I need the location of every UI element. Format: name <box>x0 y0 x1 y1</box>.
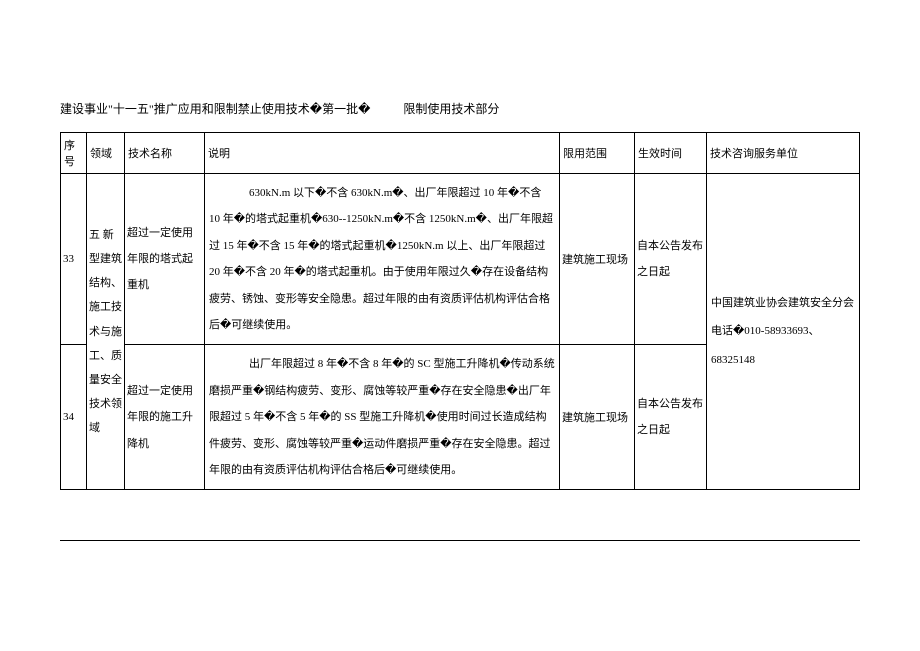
table-header-row: 序号 领域 技术名称 说明 限用范围 生效时间 技术咨询服务单位 <box>61 133 860 174</box>
cell-time-34: 自本公告发布之日起 <box>635 345 707 490</box>
cell-desc-34: 出厂年限超过 8 年�不含 8 年�的 SC 型施工升降机�传动系统磨损严重�钢… <box>205 345 560 490</box>
restricted-technology-table: 序号 领域 技术名称 说明 限用范围 生效时间 技术咨询服务单位 33 五 新型… <box>60 132 860 490</box>
cell-desc-33: 630kN.m 以下�不含 630kN.m�、出厂年限超过 10 年�不含 10… <box>205 174 560 345</box>
header-scope: 限用范围 <box>560 133 635 174</box>
cell-service-merged: 中国建筑业协会建筑安全分会电话�010-58933693、68325148 <box>707 174 860 490</box>
cell-domain-merged: 五 新型建筑结构、施工技术与施工、质量安全技术领域 <box>87 174 125 490</box>
table-row: 33 五 新型建筑结构、施工技术与施工、质量安全技术领域 超过一定使用年限的塔式… <box>61 174 860 345</box>
cell-time-33: 自本公告发布之日起 <box>635 174 707 345</box>
title-main: 建设事业"十一五"推广应用和限制禁止使用技术�第一批� <box>60 100 370 117</box>
cell-scope-33: 建筑施工现场 <box>560 174 635 345</box>
header-seq: 序号 <box>61 133 87 174</box>
header-tech: 技术名称 <box>125 133 205 174</box>
document-title-row: 建设事业"十一五"推广应用和限制禁止使用技术�第一批� 限制使用技术部分 <box>60 100 860 117</box>
header-time: 生效时间 <box>635 133 707 174</box>
cell-tech-33: 超过一定使用年限的塔式起重机 <box>125 174 205 345</box>
cell-tech-34: 超过一定使用年限的施工升降机 <box>125 345 205 490</box>
header-domain: 领域 <box>87 133 125 174</box>
cell-seq-33: 33 <box>61 174 87 345</box>
header-service: 技术咨询服务单位 <box>707 133 860 174</box>
desc-text-34: 出厂年限超过 8 年�不含 8 年�的 SC 型施工升降机�传动系统磨损严重�钢… <box>209 358 555 476</box>
cell-seq-34: 34 <box>61 345 87 490</box>
title-sub: 限制使用技术部分 <box>403 100 499 117</box>
header-desc: 说明 <box>205 133 560 174</box>
desc-text-33: 630kN.m 以下�不含 630kN.m�、出厂年限超过 10 年�不含 10… <box>209 187 553 331</box>
bottom-divider <box>60 540 860 541</box>
cell-scope-34: 建筑施工现场 <box>560 345 635 490</box>
